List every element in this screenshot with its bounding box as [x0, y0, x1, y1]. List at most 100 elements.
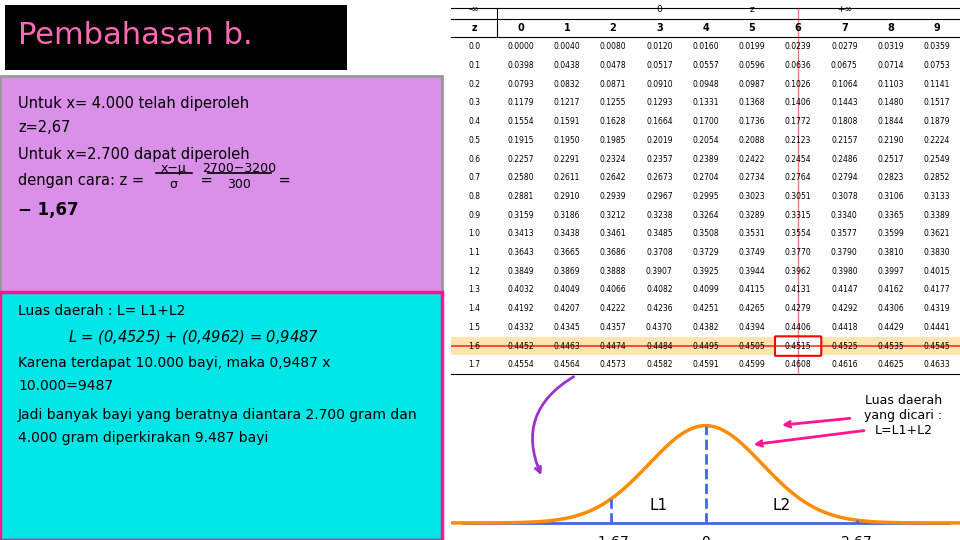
- Text: 0.0239: 0.0239: [784, 42, 811, 51]
- Text: 0.2517: 0.2517: [877, 154, 904, 164]
- Text: 0.3438: 0.3438: [554, 230, 580, 238]
- Text: 0.0636: 0.0636: [784, 61, 811, 70]
- Text: 0.3599: 0.3599: [877, 230, 904, 238]
- FancyBboxPatch shape: [5, 5, 348, 70]
- Text: 0.2939: 0.2939: [600, 192, 627, 201]
- Text: L2: L2: [772, 498, 790, 514]
- Text: 0.4162: 0.4162: [877, 286, 904, 294]
- Text: 0.2257: 0.2257: [507, 154, 534, 164]
- Text: 0.4515: 0.4515: [784, 342, 811, 350]
- Text: 0.2454: 0.2454: [784, 154, 811, 164]
- Text: 0.2088: 0.2088: [738, 136, 765, 145]
- Text: 0.1736: 0.1736: [738, 117, 765, 126]
- Text: 0.2549: 0.2549: [924, 154, 950, 164]
- Text: 3: 3: [656, 23, 662, 33]
- Text: 0.2389: 0.2389: [692, 154, 719, 164]
- Text: 0.3554: 0.3554: [784, 230, 811, 238]
- Text: 0.0675: 0.0675: [831, 61, 857, 70]
- Text: 8: 8: [887, 23, 894, 33]
- Text: x−μ: x−μ: [161, 162, 186, 175]
- Text: 0.3997: 0.3997: [877, 267, 904, 276]
- Text: 0.8: 0.8: [468, 192, 480, 201]
- Text: 0.3810: 0.3810: [877, 248, 904, 257]
- Text: 0.4441: 0.4441: [924, 323, 950, 332]
- Text: 6: 6: [795, 23, 802, 33]
- Text: 0.2995: 0.2995: [692, 192, 719, 201]
- Text: 0.0279: 0.0279: [831, 42, 857, 51]
- Text: 0.4564: 0.4564: [554, 360, 580, 369]
- Text: 0.3869: 0.3869: [554, 267, 580, 276]
- Text: 0.3461: 0.3461: [600, 230, 627, 238]
- Text: 0.0040: 0.0040: [554, 42, 580, 51]
- Text: 0.1844: 0.1844: [877, 117, 904, 126]
- Text: 0.3186: 0.3186: [554, 211, 580, 220]
- Text: 0.0478: 0.0478: [600, 61, 627, 70]
- Text: 0.3389: 0.3389: [924, 211, 950, 220]
- Text: 0.4505: 0.4505: [738, 342, 765, 350]
- Text: 4.000 gram diperkirakan 9.487 bayi: 4.000 gram diperkirakan 9.487 bayi: [18, 431, 269, 445]
- Text: 0.4625: 0.4625: [877, 360, 904, 369]
- Text: 0.4525: 0.4525: [831, 342, 857, 350]
- Text: 0.1950: 0.1950: [554, 136, 580, 145]
- Text: 0.0160: 0.0160: [692, 42, 719, 51]
- Text: 0.1103: 0.1103: [877, 80, 904, 89]
- Text: 0.1772: 0.1772: [785, 117, 811, 126]
- Text: 0.1480: 0.1480: [877, 98, 904, 107]
- Text: 0.1368: 0.1368: [738, 98, 765, 107]
- Text: 0.3238: 0.3238: [646, 211, 673, 220]
- Text: σ: σ: [170, 178, 178, 191]
- Text: 0.1879: 0.1879: [924, 117, 950, 126]
- Text: 0.4099: 0.4099: [692, 286, 719, 294]
- Text: 0.4115: 0.4115: [738, 286, 765, 294]
- Text: 0.1985: 0.1985: [600, 136, 626, 145]
- Text: 0.3289: 0.3289: [738, 211, 765, 220]
- Text: 0.0120: 0.0120: [646, 42, 673, 51]
- Text: 0.2704: 0.2704: [692, 173, 719, 182]
- Text: 0.1406: 0.1406: [784, 98, 811, 107]
- Text: 0.4345: 0.4345: [554, 323, 580, 332]
- Text: 0.4177: 0.4177: [924, 286, 950, 294]
- Text: 0.4394: 0.4394: [738, 323, 765, 332]
- Text: 4: 4: [702, 23, 709, 33]
- Text: 9: 9: [933, 23, 940, 33]
- FancyBboxPatch shape: [0, 76, 443, 292]
- Text: 0.4554: 0.4554: [507, 360, 534, 369]
- Text: Luas daerah : L= L1+L2: Luas daerah : L= L1+L2: [18, 304, 185, 318]
- Text: 0.0987: 0.0987: [738, 80, 765, 89]
- Text: 0: 0: [701, 535, 710, 540]
- Text: 0.2357: 0.2357: [646, 154, 673, 164]
- Text: 0.4463: 0.4463: [554, 342, 580, 350]
- Text: 0.4147: 0.4147: [831, 286, 857, 294]
- Text: 0.0793: 0.0793: [507, 80, 534, 89]
- Text: Pembahasan b.: Pembahasan b.: [18, 21, 252, 50]
- Text: dengan cara: z =: dengan cara: z =: [18, 173, 149, 188]
- Text: 0.4474: 0.4474: [600, 342, 627, 350]
- Text: 0.3980: 0.3980: [831, 267, 857, 276]
- Text: 0.3365: 0.3365: [877, 211, 904, 220]
- Text: 0.6: 0.6: [468, 154, 480, 164]
- Text: 0.0080: 0.0080: [600, 42, 627, 51]
- Text: 0.3643: 0.3643: [507, 248, 534, 257]
- Text: 1.4: 1.4: [468, 304, 480, 313]
- Text: 0.3621: 0.3621: [924, 230, 950, 238]
- Text: 0.2019: 0.2019: [646, 136, 673, 145]
- Text: 0.0: 0.0: [468, 42, 480, 51]
- Text: 0.2611: 0.2611: [554, 173, 580, 182]
- Text: 0.3051: 0.3051: [784, 192, 811, 201]
- Text: 0.2910: 0.2910: [554, 192, 580, 201]
- Text: 0.3770: 0.3770: [784, 248, 811, 257]
- Text: +∞: +∞: [837, 5, 852, 14]
- Text: 0.3508: 0.3508: [692, 230, 719, 238]
- Text: 0.3078: 0.3078: [831, 192, 857, 201]
- Text: Untuk x=2.700 dapat diperoleh: Untuk x=2.700 dapat diperoleh: [18, 147, 250, 162]
- Text: 0.2: 0.2: [468, 80, 480, 89]
- FancyBboxPatch shape: [0, 292, 443, 540]
- Text: 0.1664: 0.1664: [646, 117, 673, 126]
- Text: 0.0871: 0.0871: [600, 80, 626, 89]
- Text: 0.5: 0.5: [468, 136, 480, 145]
- Text: 0.2734: 0.2734: [738, 173, 765, 182]
- Text: 0: 0: [657, 5, 662, 14]
- Text: 0: 0: [517, 23, 524, 33]
- Text: 0.2324: 0.2324: [600, 154, 626, 164]
- Text: =: =: [196, 173, 218, 188]
